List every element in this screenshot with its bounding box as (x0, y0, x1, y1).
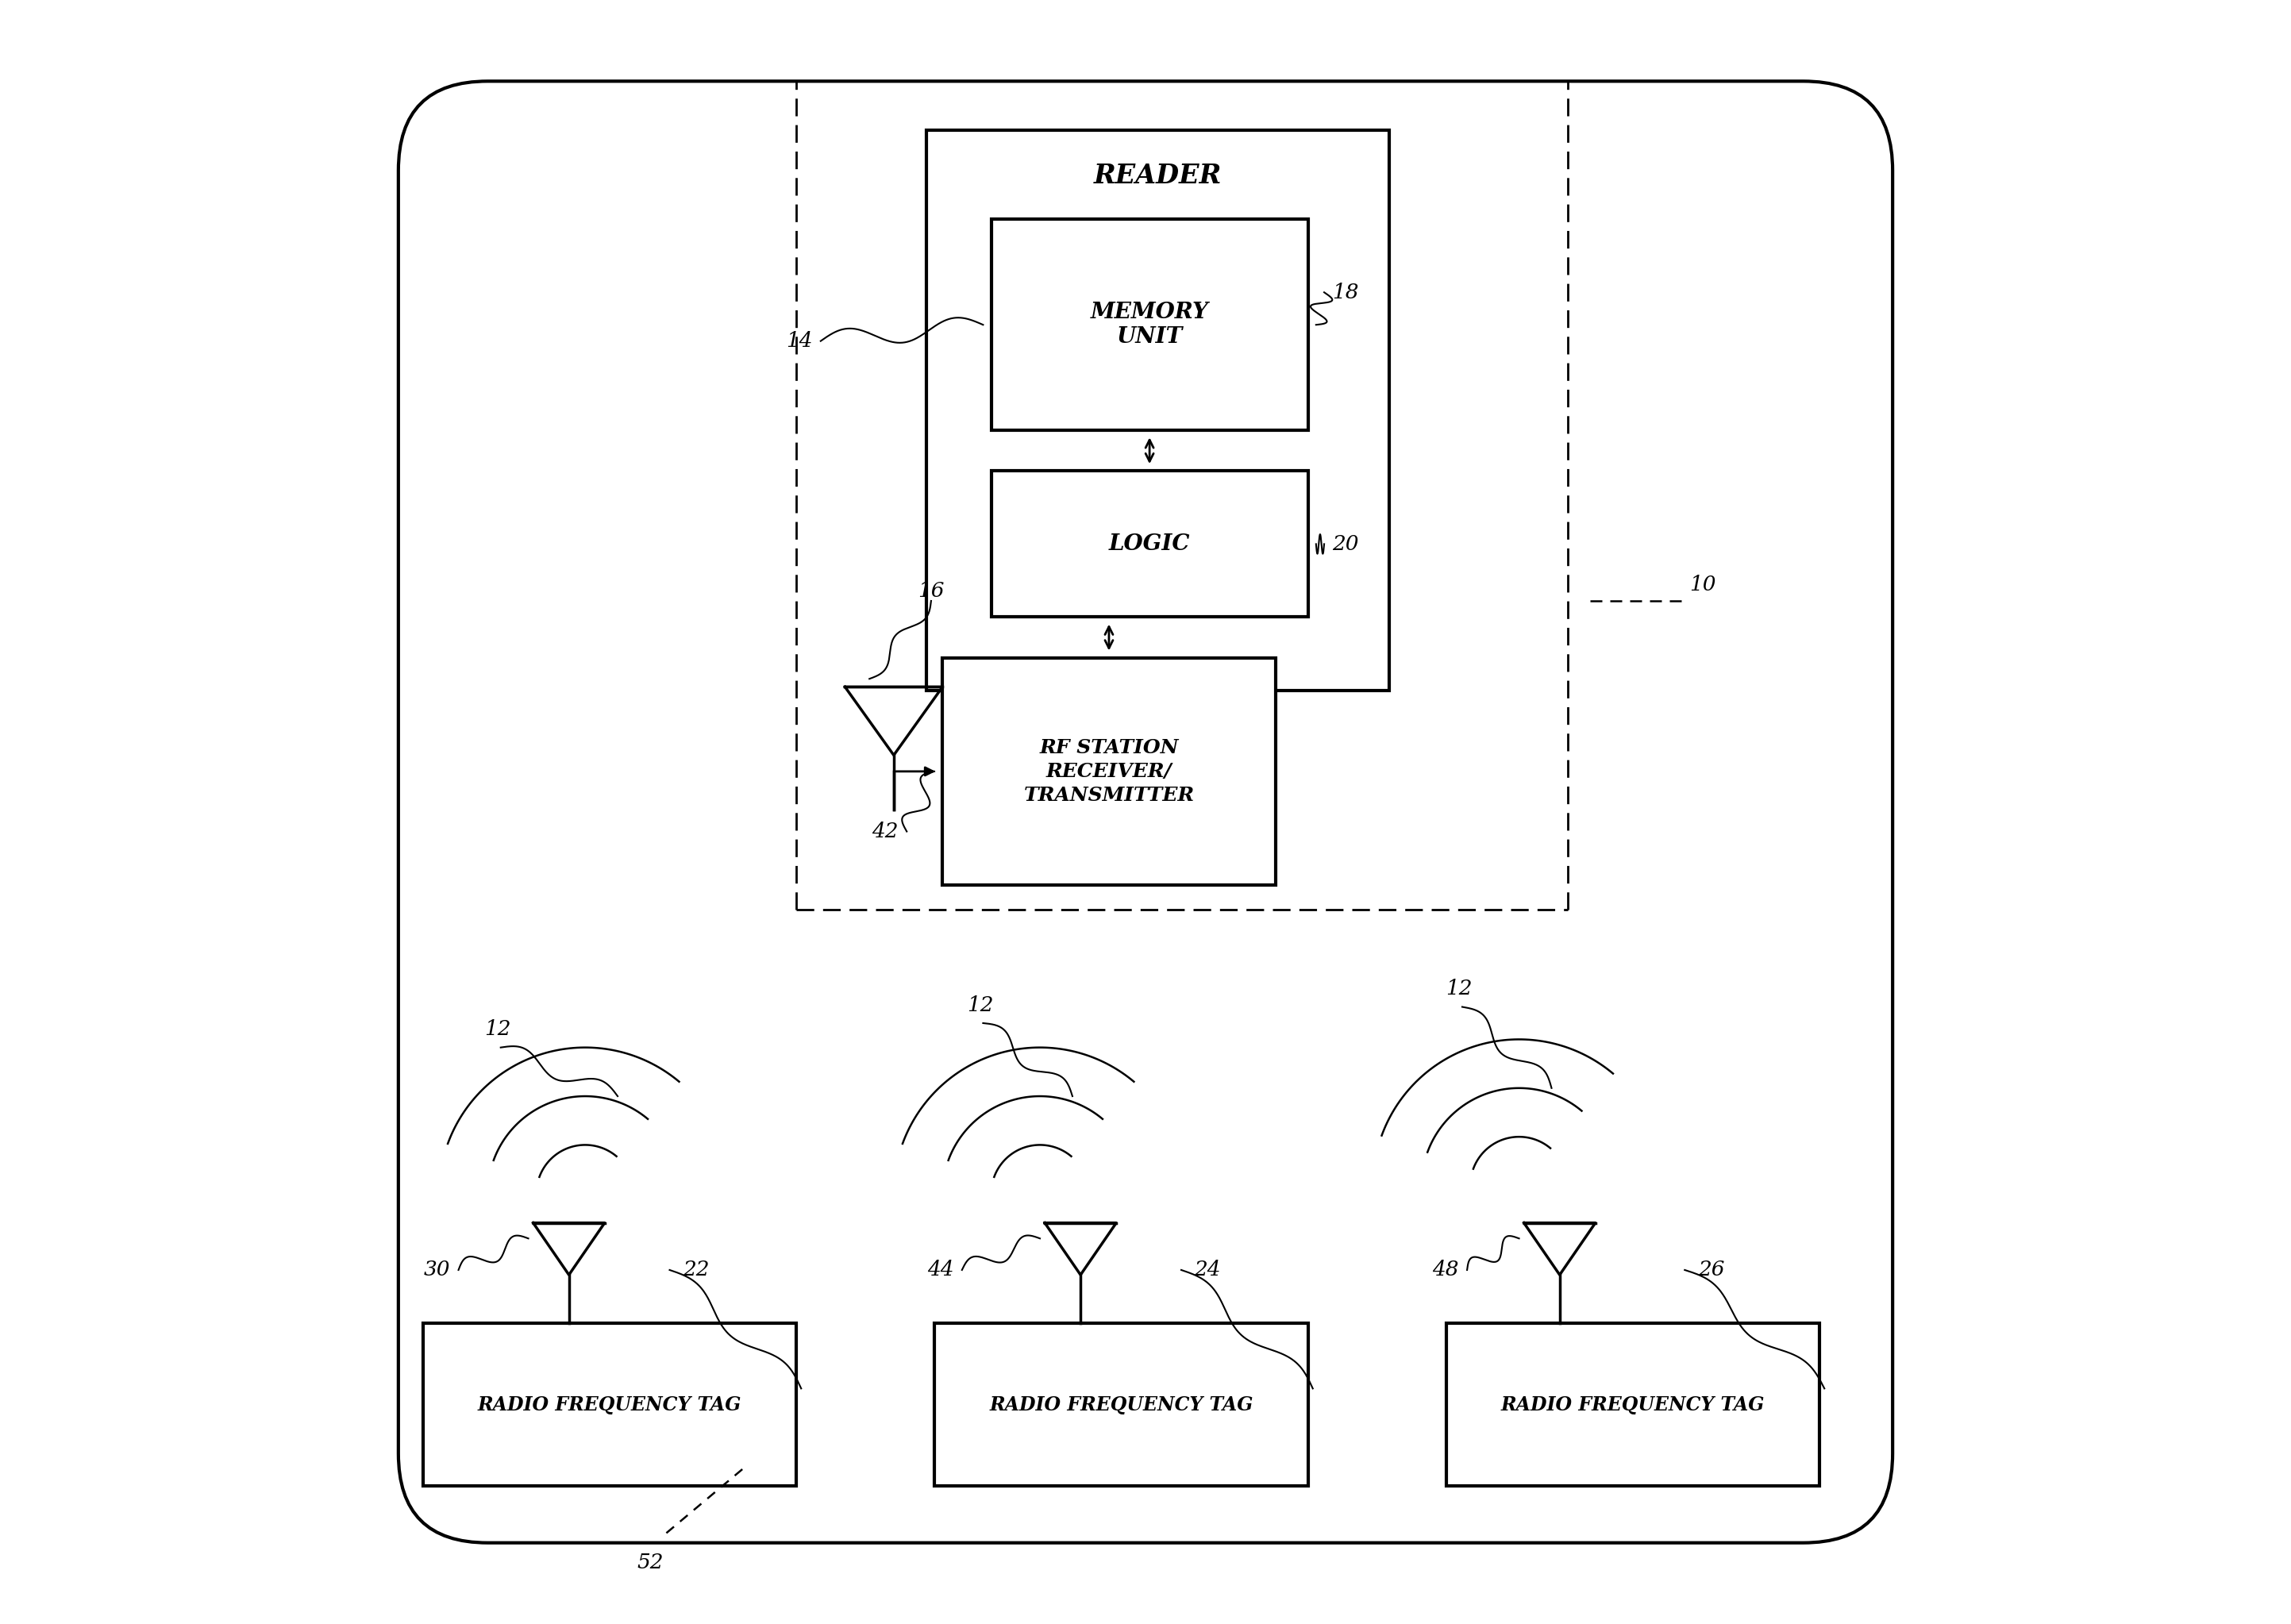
Text: 22: 22 (683, 1260, 710, 1280)
Text: RADIO FREQUENCY TAG: RADIO FREQUENCY TAG (477, 1395, 742, 1415)
Text: 10: 10 (1688, 575, 1716, 594)
Text: LOGIC: LOGIC (1109, 533, 1191, 555)
Text: 42: 42 (873, 822, 898, 841)
Text: 24: 24 (1194, 1260, 1221, 1280)
Text: RADIO FREQUENCY TAG: RADIO FREQUENCY TAG (990, 1395, 1253, 1415)
Text: 44: 44 (928, 1260, 953, 1280)
Text: 12: 12 (483, 1020, 511, 1039)
Text: 20: 20 (1333, 534, 1359, 554)
FancyBboxPatch shape (926, 130, 1388, 690)
Text: 18: 18 (1333, 283, 1359, 302)
Text: READER: READER (1093, 162, 1221, 188)
Text: 12: 12 (967, 996, 994, 1015)
Text: 14: 14 (786, 331, 813, 351)
Text: MEMORY
UNIT: MEMORY UNIT (1091, 302, 1210, 348)
Text: 16: 16 (919, 581, 944, 601)
FancyBboxPatch shape (1446, 1324, 1819, 1486)
Text: 30: 30 (424, 1260, 451, 1280)
Text: 12: 12 (1446, 979, 1473, 999)
Text: 48: 48 (1432, 1260, 1459, 1280)
Text: 52: 52 (637, 1553, 664, 1572)
FancyBboxPatch shape (992, 471, 1308, 617)
Text: RADIO FREQUENCY TAG: RADIO FREQUENCY TAG (1501, 1395, 1764, 1415)
FancyBboxPatch shape (992, 219, 1308, 430)
Text: 26: 26 (1698, 1260, 1725, 1280)
FancyBboxPatch shape (424, 1324, 797, 1486)
FancyBboxPatch shape (935, 1324, 1308, 1486)
Text: RF STATION
RECEIVER/
TRANSMITTER: RF STATION RECEIVER/ TRANSMITTER (1024, 739, 1194, 804)
FancyBboxPatch shape (942, 658, 1276, 885)
